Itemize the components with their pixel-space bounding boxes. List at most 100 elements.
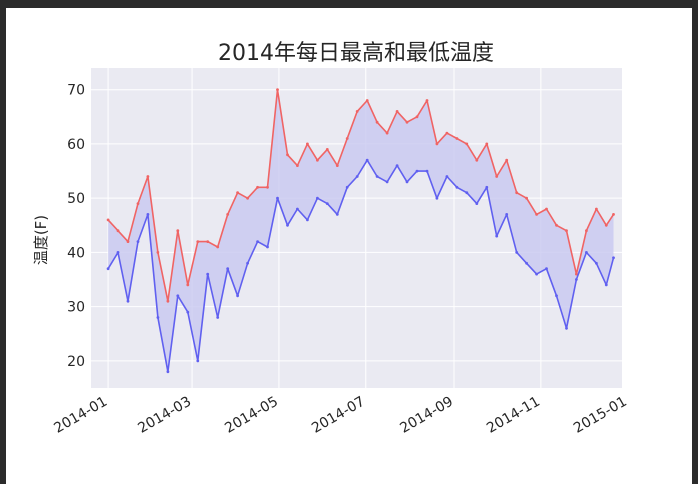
low-temperature-line-point bbox=[166, 370, 170, 374]
x-tick-label: 2014-09 bbox=[397, 394, 456, 437]
high-temperature-line-point bbox=[385, 131, 389, 135]
y-tick-label: 40 bbox=[67, 245, 85, 261]
series-lines bbox=[106, 88, 615, 374]
low-temperature-line-point bbox=[435, 196, 439, 200]
low-temperature-line-point bbox=[385, 180, 389, 184]
high-temperature-line-point bbox=[365, 99, 369, 102]
y-axis-label: 温度(F) bbox=[32, 215, 50, 265]
low-temperature-line-point bbox=[136, 240, 140, 244]
x-tick-label: 2015-01 bbox=[571, 394, 630, 437]
low-temperature-line-point bbox=[316, 196, 319, 200]
low-temperature-line-point bbox=[475, 202, 479, 206]
low-temperature-line-point bbox=[286, 223, 289, 227]
high-temperature-line-point bbox=[256, 185, 259, 189]
low-temperature-line-point bbox=[525, 261, 528, 265]
x-tick-label: 2014-11 bbox=[484, 394, 543, 437]
low-temperature-line-point bbox=[612, 256, 615, 260]
high-temperature-line-point bbox=[176, 229, 180, 233]
low-temperature-line-point bbox=[545, 267, 548, 271]
high-temperature-line-point bbox=[216, 245, 220, 249]
high-temperature-line-point bbox=[545, 207, 548, 211]
high-temperature-line bbox=[107, 88, 615, 303]
high-temperature-line-point bbox=[485, 142, 489, 146]
x-tick-label: 2014-01 bbox=[51, 394, 110, 437]
high-temperature-line-point bbox=[535, 213, 538, 216]
high-temperature-line-point bbox=[116, 229, 120, 233]
low-temperature-line-point bbox=[395, 164, 399, 168]
high-temperature-line-point bbox=[585, 229, 588, 233]
low-temperature-line-point bbox=[405, 180, 409, 184]
high-temperature-line-point bbox=[276, 88, 279, 92]
low-temperature-line-point bbox=[375, 175, 379, 178]
x-tick-label: 2014-05 bbox=[222, 394, 281, 437]
y-tick-label: 20 bbox=[67, 354, 85, 370]
y-tick-label: 50 bbox=[67, 191, 85, 207]
temperature-range-fill bbox=[108, 89, 614, 372]
high-temperature-line-point bbox=[166, 299, 170, 303]
low-temperature-line-point bbox=[425, 169, 429, 173]
low-temperature-line-point bbox=[565, 326, 568, 330]
low-temperature-line-point bbox=[126, 299, 130, 303]
y-tick-label: 60 bbox=[67, 137, 85, 153]
low-temperature-line-point bbox=[595, 261, 598, 265]
high-temperature-line-point bbox=[495, 175, 499, 178]
x-tick-label: 2014-07 bbox=[309, 394, 368, 437]
low-temperature-line-point bbox=[555, 294, 558, 298]
low-temperature-line-point bbox=[176, 294, 180, 298]
high-temperature-line-point bbox=[505, 158, 509, 162]
high-temperature-line-point bbox=[316, 158, 319, 162]
high-temperature-line-point bbox=[375, 120, 379, 124]
low-temperature-line-point bbox=[604, 283, 608, 287]
low-temperature-line-point bbox=[216, 316, 220, 319]
high-temperature-line-point bbox=[465, 142, 469, 146]
low-temperature-line bbox=[107, 159, 615, 373]
high-temperature-line-point bbox=[435, 142, 439, 146]
low-temperature-line-point bbox=[575, 278, 578, 281]
low-temperature-line-point bbox=[325, 202, 329, 206]
high-temperature-line-point bbox=[455, 137, 459, 140]
high-temperature-line-point bbox=[156, 251, 160, 254]
low-temperature-line-point bbox=[455, 185, 459, 189]
figure-canvas: 2014年每日最高和最低温度 20 30 40 50 60 70 2014-01 2014-… bbox=[6, 8, 692, 484]
high-temperature-line-point bbox=[226, 213, 230, 216]
low-temperature-line-point bbox=[365, 158, 369, 162]
high-temperature-line-point bbox=[515, 191, 519, 195]
low-temperature-line-point bbox=[226, 267, 230, 271]
high-temperature-line-point bbox=[604, 223, 608, 227]
low-temperature-line-point bbox=[345, 185, 349, 189]
low-temperature-line-point bbox=[485, 185, 489, 189]
low-temperature-line-point bbox=[535, 272, 538, 276]
low-temperature-line-point bbox=[116, 251, 120, 254]
high-temperature-line-point bbox=[136, 202, 140, 206]
high-temperature-line-point bbox=[415, 115, 419, 119]
high-temperature-line-point bbox=[575, 272, 578, 276]
low-temperature-line-point bbox=[246, 261, 250, 265]
low-temperature-line-point bbox=[276, 196, 279, 200]
high-temperature-line-point bbox=[425, 99, 429, 102]
high-temperature-line-point bbox=[445, 131, 449, 135]
high-temperature-line-point bbox=[286, 153, 289, 157]
low-temperature-line-point bbox=[236, 294, 240, 298]
fill-between-area bbox=[108, 89, 614, 372]
high-temperature-line-point bbox=[555, 223, 558, 227]
high-temperature-line-point bbox=[246, 196, 250, 200]
high-temperature-line-point bbox=[612, 213, 615, 216]
low-temperature-line-point bbox=[196, 359, 200, 363]
high-temperature-line-point bbox=[335, 164, 339, 168]
low-temperature-line-point bbox=[465, 191, 469, 195]
low-temperature-line-point bbox=[266, 245, 269, 249]
low-temperature-line-point bbox=[335, 213, 339, 216]
high-temperature-line-point bbox=[355, 110, 359, 113]
high-temperature-line-point bbox=[186, 283, 190, 287]
low-temperature-line-point bbox=[415, 169, 419, 173]
low-temperature-line-point bbox=[306, 218, 309, 222]
high-temperature-line-point bbox=[106, 218, 110, 222]
high-temperature-line-point bbox=[266, 185, 269, 189]
high-temperature-line-point bbox=[395, 110, 399, 113]
low-temperature-line-point bbox=[106, 267, 110, 271]
high-temperature-line-point bbox=[126, 240, 130, 244]
y-tick-label: 30 bbox=[67, 300, 85, 316]
high-temperature-line-point bbox=[196, 240, 200, 244]
low-temperature-line-point bbox=[186, 310, 190, 314]
